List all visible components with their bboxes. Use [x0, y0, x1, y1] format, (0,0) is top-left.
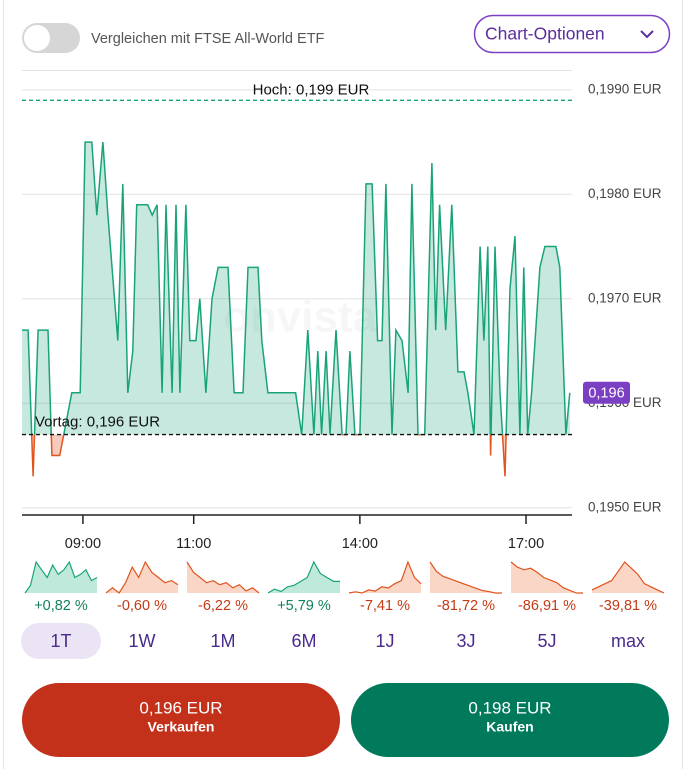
tab-label: 3J	[456, 631, 475, 651]
period-tab[interactable]: 1W	[129, 631, 156, 651]
sparkline	[429, 561, 502, 594]
tab-label: 6M	[291, 631, 316, 651]
price-badge	[583, 381, 630, 404]
sparkline-area	[268, 562, 340, 593]
tab-label: 1T	[50, 631, 71, 651]
toggle-knob	[24, 25, 50, 51]
period-tab[interactable]: 1T	[21, 623, 101, 659]
x-tick-label: 17:00	[508, 536, 544, 552]
sparkline	[510, 561, 583, 594]
sell-price: 0,196 EUR	[139, 698, 222, 717]
tab-selected-bg	[21, 623, 101, 659]
sparkline	[186, 561, 260, 594]
period-tab[interactable]: 6M	[291, 631, 316, 651]
sparkline-area	[430, 562, 502, 593]
x-tick-label: 14:00	[342, 536, 378, 552]
change-label: -39,81 %	[599, 598, 657, 614]
sparkline-area	[106, 562, 178, 593]
period-tab[interactable]: 5J	[537, 631, 556, 651]
button-label: Chart-Optionen	[485, 24, 605, 44]
y-tick-label: 0,1970 EUR	[588, 290, 662, 305]
sparkline	[591, 561, 665, 594]
sparkline	[24, 560, 98, 594]
x-tick-label: 11:00	[176, 536, 211, 552]
chart-options-button[interactable]: Chart-Optionen	[473, 14, 671, 54]
period-tab[interactable]: 1M	[210, 631, 235, 651]
toggle-label: Vergleichen mit FTSE All-World ETF	[91, 31, 325, 47]
sparkline-area	[187, 562, 259, 593]
sparklines: +0,82 % -0,60 % -6,22 % +5,79 % -7,41 % -81,7…	[24, 560, 665, 614]
y-tick-label: 0,1990 EUR	[588, 81, 662, 96]
sparkline-area	[511, 562, 583, 593]
buy-button[interactable]: 0,198 EUR Kaufen	[351, 683, 669, 757]
y-tick-label: 0,1980 EUR	[588, 186, 662, 201]
sell-button[interactable]: 0,196 EUR Verkaufen	[22, 683, 340, 757]
change-label: +5,79 %	[277, 598, 331, 614]
change-label: +0,82 %	[34, 598, 88, 614]
tab-label: 1W	[129, 631, 156, 651]
buy-label: Kaufen	[486, 719, 533, 735]
change-label: -0,60 %	[117, 598, 167, 614]
sparkline-area	[349, 562, 421, 593]
tab-label: 5J	[537, 631, 556, 651]
period-tab[interactable]: 1J	[375, 631, 394, 651]
change-label: -81,72 %	[437, 598, 495, 614]
chevron-icon	[640, 30, 654, 39]
tab-label: 1M	[210, 631, 235, 651]
change-label: -7,41 %	[360, 598, 410, 614]
y-tick-label: 0,1950 EUR	[588, 499, 662, 514]
line-above	[22, 141, 571, 435]
high-label: Hoch: 0,199 EUR	[253, 81, 370, 98]
sparkline-area	[592, 562, 664, 593]
sparkline	[348, 560, 422, 594]
change-label: -6,22 %	[198, 598, 248, 614]
period-tabs: 1T 1W 1M 6M 1J 3J 5J max	[21, 623, 645, 659]
sparkline	[105, 560, 179, 594]
compare-toggle[interactable]	[22, 23, 80, 53]
price-badge-label: 0,196	[588, 386, 624, 402]
button-bg	[351, 683, 669, 757]
tab-label: 1J	[375, 631, 394, 651]
button-bg	[22, 683, 340, 757]
sparkline	[267, 560, 340, 594]
buy-price: 0,198 EUR	[468, 698, 551, 717]
sell-label: Verkaufen	[148, 719, 215, 735]
previous-close-label: Vortag: 0,196 EUR	[35, 414, 160, 431]
x-tick-label: 09:00	[65, 536, 101, 552]
button-outline	[473, 14, 671, 54]
tab-label: max	[611, 631, 645, 651]
change-label: -86,91 %	[518, 598, 576, 614]
period-tab[interactable]: 3J	[456, 631, 475, 651]
sparkline-area	[25, 562, 97, 593]
period-tab[interactable]: max	[611, 631, 645, 651]
